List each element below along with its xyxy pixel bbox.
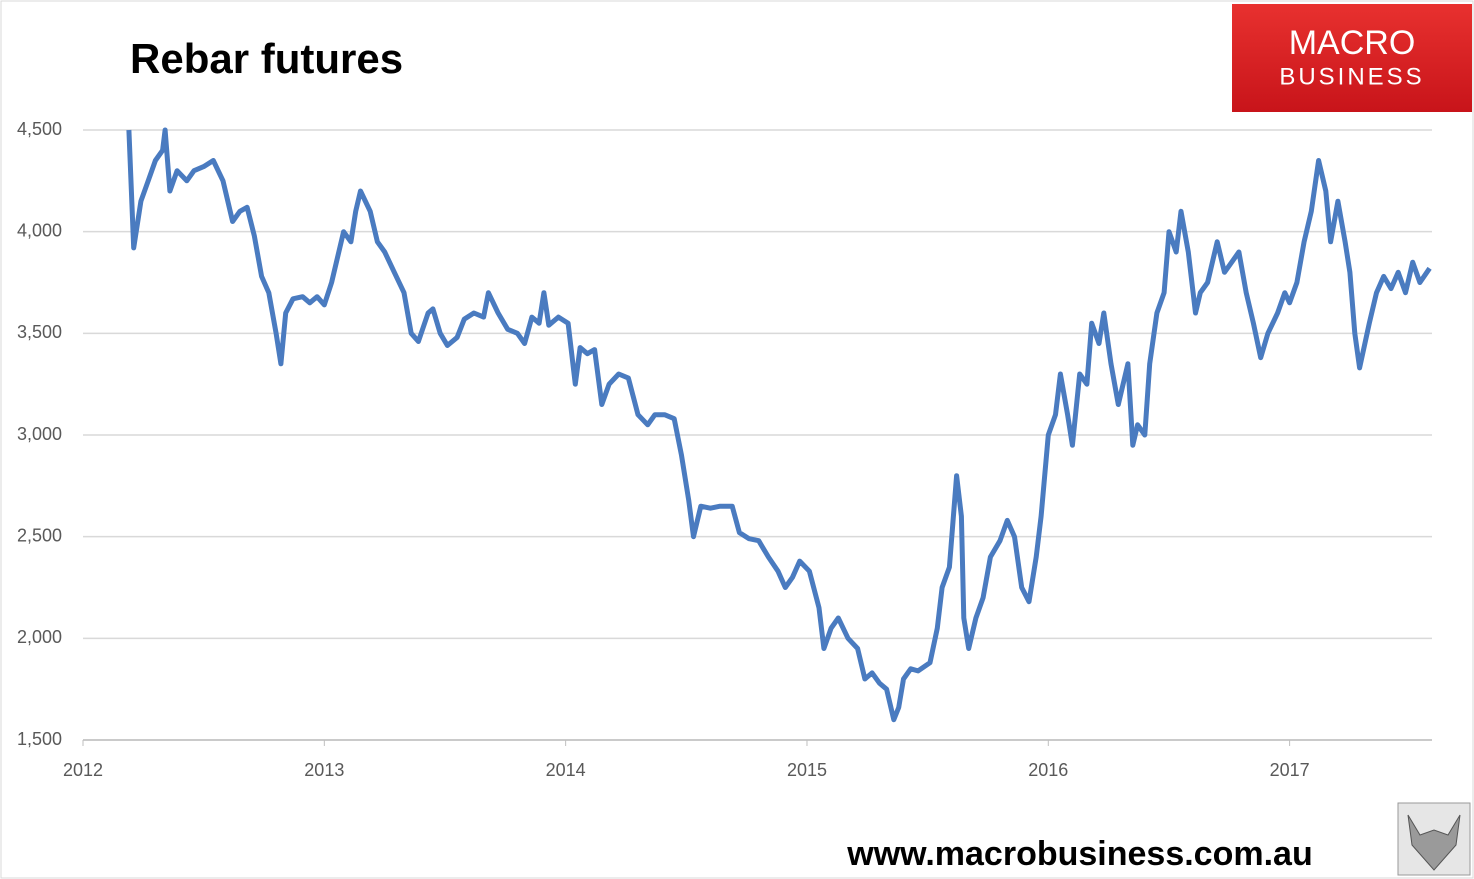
wolf-icon — [1407, 814, 1461, 871]
y-tick-label: 2,000 — [17, 627, 62, 647]
logo-line2: BUSINESS — [1279, 63, 1424, 90]
price-line — [126, 127, 1432, 723]
logo-box — [1232, 4, 1472, 112]
x-tick-label: 2012 — [63, 760, 103, 780]
y-tick-label: 1,500 — [17, 729, 62, 749]
logo-line1: MACRO — [1289, 24, 1416, 62]
chart-title: Rebar futures — [130, 35, 403, 82]
y-tick-label: 4,000 — [17, 220, 62, 240]
footer-url: www.macrobusiness.com.au — [846, 835, 1312, 873]
wolf-logo — [1397, 802, 1471, 876]
x-tick-label: 2016 — [1028, 760, 1068, 780]
y-tick-label: 3,500 — [17, 322, 62, 342]
y-tick-label: 2,500 — [17, 525, 62, 545]
y-tick-label: 4,500 — [17, 119, 62, 139]
plot-area: 1,500 2,000 2,500 3,000 3,500 4,000 4,500 2012 2… — [17, 119, 1432, 780]
y-tick-label: 3,000 — [17, 424, 62, 444]
x-tick-label: 2014 — [546, 760, 586, 780]
x-tick-label: 2013 — [304, 760, 344, 780]
x-tick-label: 2017 — [1270, 760, 1310, 780]
x-tick-label: 2015 — [787, 760, 827, 780]
